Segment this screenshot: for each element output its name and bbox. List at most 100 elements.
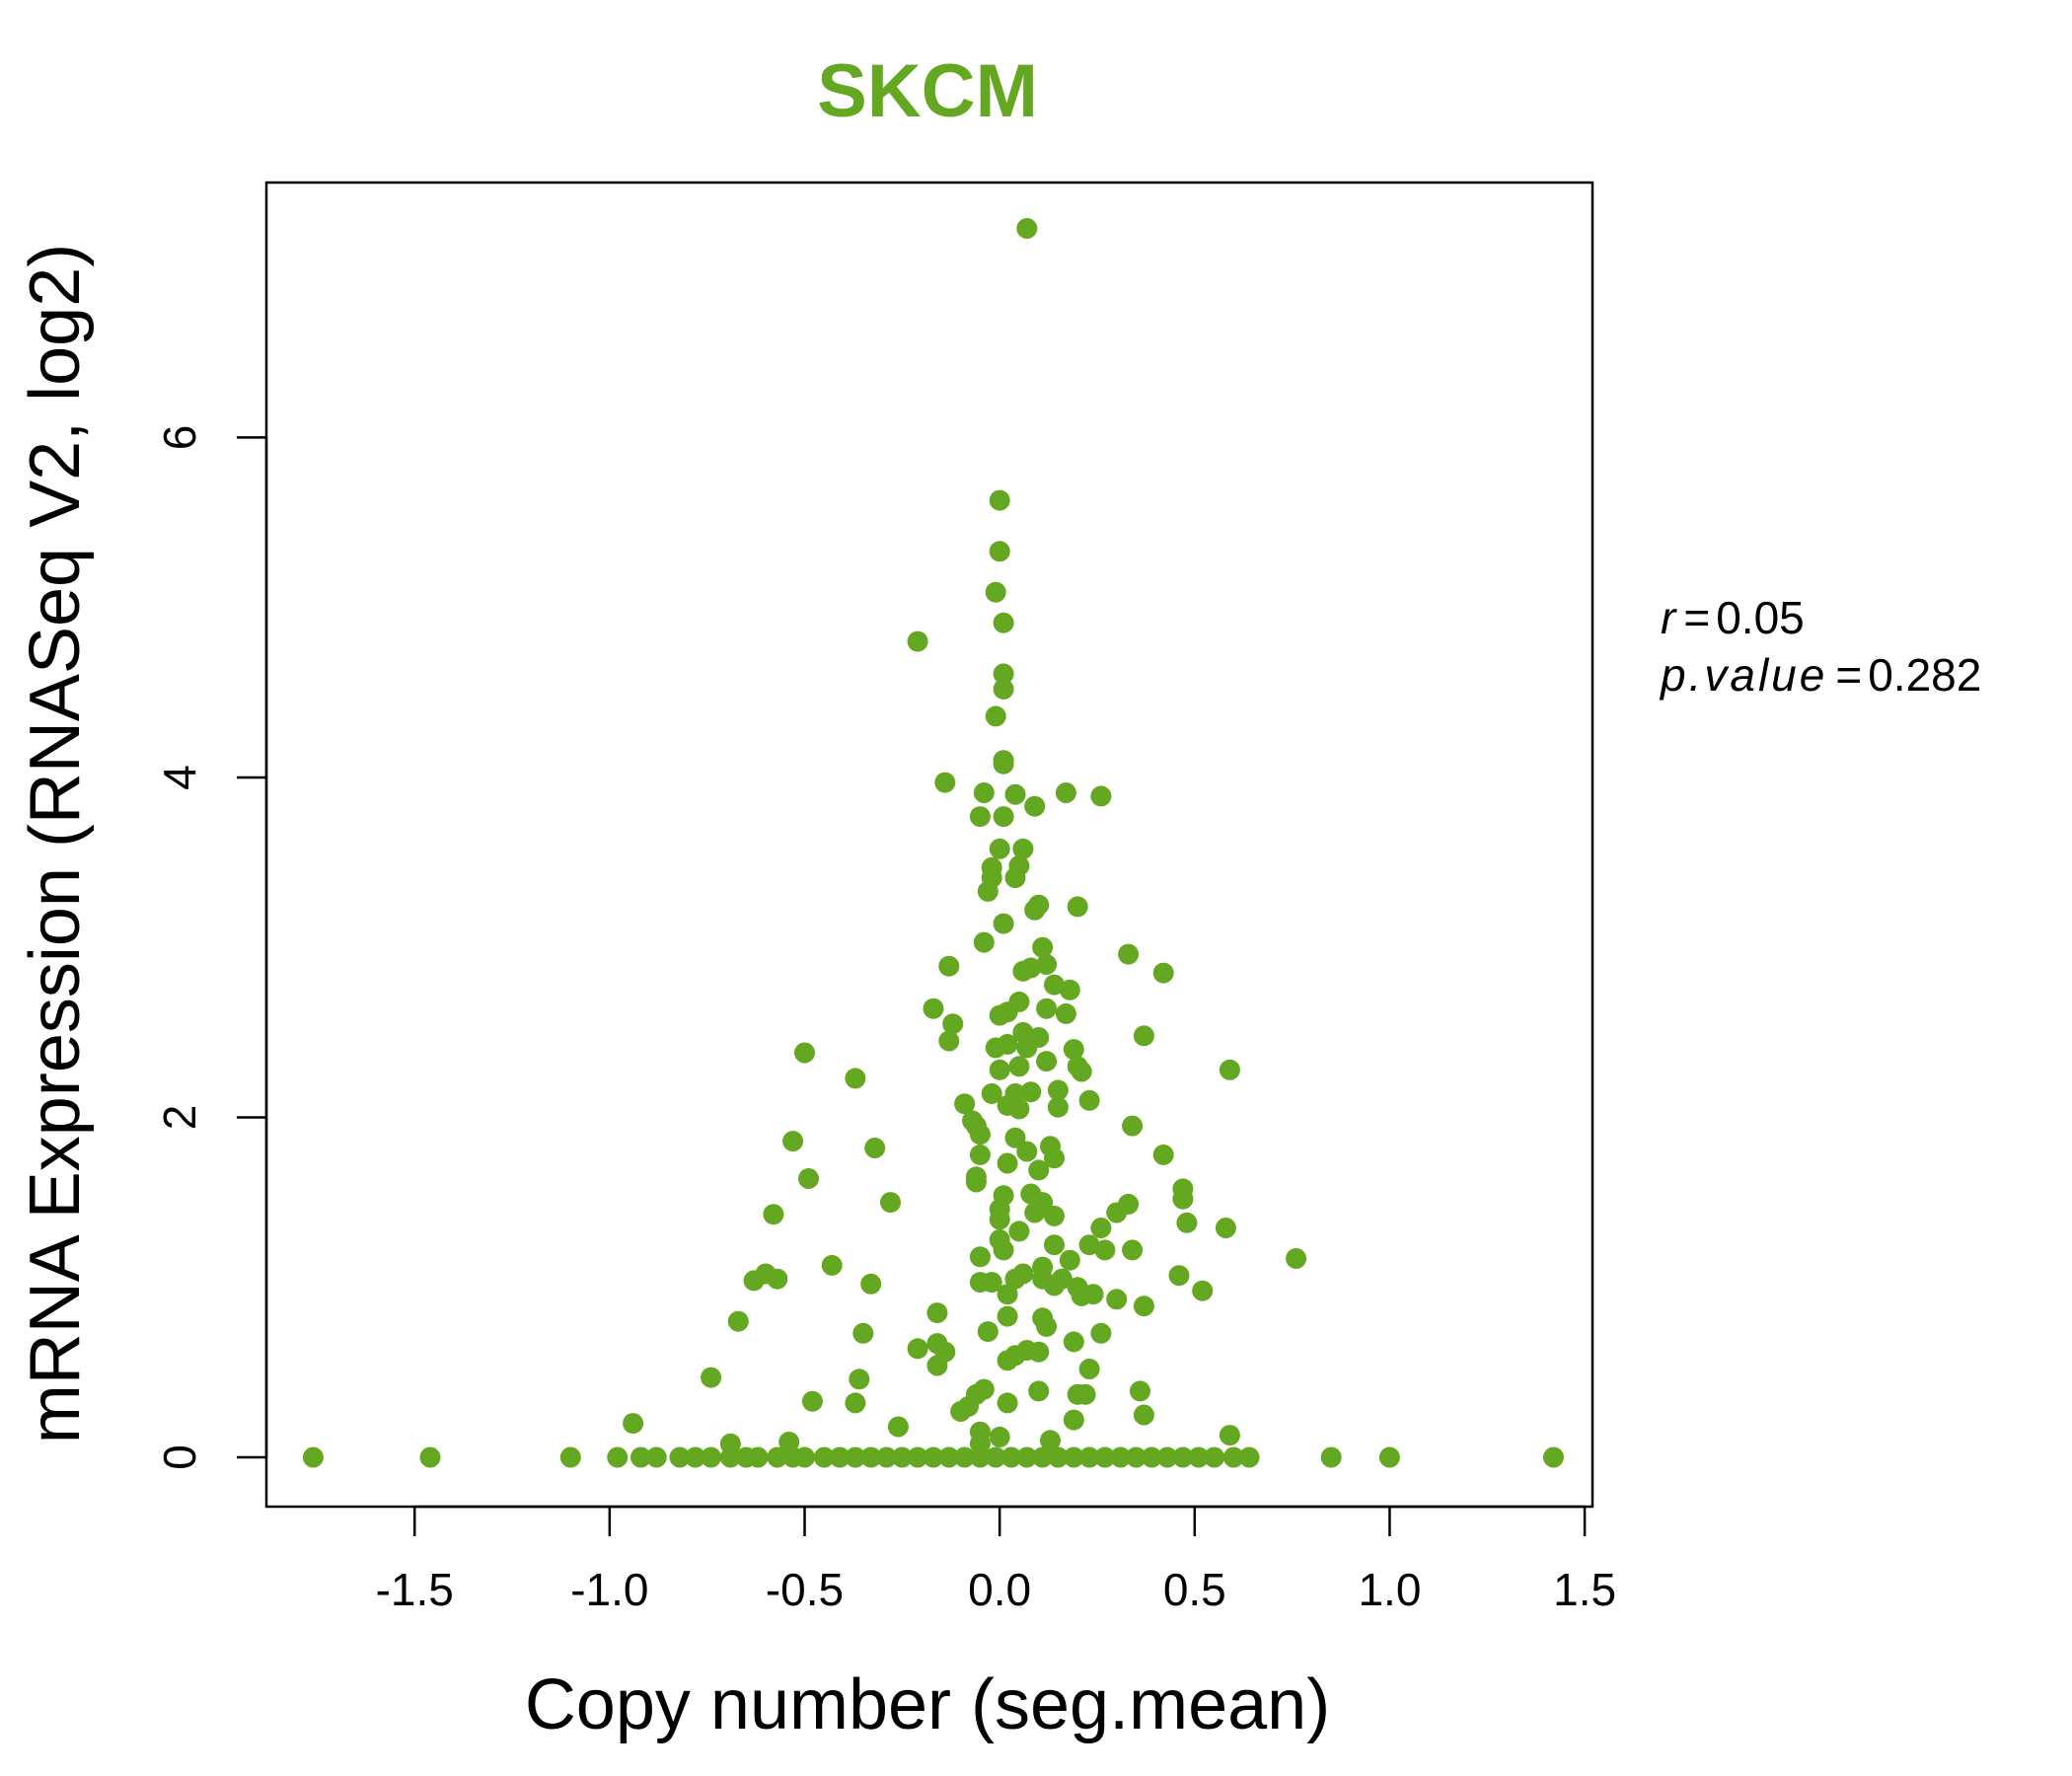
x-tick-label: -0.5 <box>766 1564 844 1615</box>
data-point <box>1122 1239 1144 1261</box>
y-axis-label: mRNA Expression (RNASeq V2, log2) <box>16 244 95 1443</box>
data-point <box>993 913 1014 934</box>
data-point <box>1071 1285 1092 1306</box>
x-tick-label: -1.0 <box>570 1564 648 1615</box>
data-point <box>989 838 1010 859</box>
data-point <box>1063 1409 1084 1431</box>
data-point <box>1067 1383 1088 1405</box>
data-point <box>989 489 1010 511</box>
data-point <box>1222 1446 1244 1468</box>
data-point <box>887 1416 909 1438</box>
data-point <box>1008 991 1030 1012</box>
data-point <box>1040 1430 1061 1451</box>
data-point <box>852 1322 874 1344</box>
data-point <box>1016 1037 1038 1059</box>
y-tick-label: 2 <box>154 1105 205 1131</box>
x-tick-label: 0.5 <box>1163 1564 1226 1615</box>
data-point <box>1012 838 1034 859</box>
data-point <box>1032 1446 1054 1468</box>
data-point <box>981 1272 1002 1294</box>
data-point <box>1126 1446 1147 1468</box>
data-point <box>1071 1061 1092 1082</box>
data-point <box>969 1144 991 1165</box>
data-points <box>302 218 1564 1468</box>
data-point <box>1172 1446 1194 1468</box>
data-point <box>1032 936 1054 958</box>
data-point <box>985 581 1006 603</box>
data-point <box>623 1413 644 1435</box>
data-point <box>1219 1059 1240 1080</box>
data-point <box>989 1209 1010 1230</box>
data-point <box>685 1446 706 1468</box>
data-point <box>969 1124 991 1146</box>
data-point <box>1378 1446 1400 1468</box>
data-point <box>829 1446 851 1468</box>
data-point <box>1044 1234 1065 1256</box>
data-point <box>977 880 999 902</box>
data-point <box>701 1367 722 1388</box>
data-point <box>1036 998 1058 1019</box>
data-point <box>794 1446 815 1468</box>
data-point <box>1028 1341 1050 1363</box>
y-tick-label: 4 <box>154 765 205 790</box>
data-point <box>1130 1380 1150 1402</box>
data-point <box>938 1030 960 1052</box>
data-point <box>864 1138 886 1158</box>
data-point <box>997 1350 1018 1371</box>
data-point <box>969 1446 991 1468</box>
r-equals: = <box>1683 592 1710 643</box>
data-point <box>1133 1025 1154 1047</box>
r-value: 0.05 <box>1716 592 1805 643</box>
data-point <box>669 1446 691 1468</box>
data-point <box>973 782 995 803</box>
data-point <box>794 1042 815 1064</box>
data-point <box>860 1273 882 1295</box>
data-point <box>993 678 1014 700</box>
data-point <box>302 1446 324 1468</box>
data-point <box>1055 1002 1076 1024</box>
data-point <box>989 1426 1010 1447</box>
data-point <box>985 1037 1006 1059</box>
data-point <box>607 1446 629 1468</box>
x-tick-label: 1.5 <box>1553 1564 1616 1615</box>
data-point <box>891 1446 913 1468</box>
data-point <box>1133 1295 1154 1317</box>
data-point <box>1238 1446 1260 1468</box>
data-point <box>993 612 1014 633</box>
data-point <box>973 931 995 953</box>
data-point <box>907 1446 928 1468</box>
data-point <box>727 1310 749 1332</box>
data-point <box>907 630 928 652</box>
data-point <box>1188 1446 1210 1468</box>
data-point <box>989 1004 1010 1026</box>
data-point <box>1063 1446 1084 1468</box>
data-point <box>1063 1331 1084 1353</box>
data-point <box>926 1302 948 1324</box>
data-point <box>938 955 960 977</box>
data-point <box>1106 1202 1128 1223</box>
data-point <box>782 1131 804 1152</box>
data-point <box>997 1284 1018 1305</box>
data-point <box>1008 1056 1030 1077</box>
data-point <box>849 1369 870 1390</box>
data-point <box>701 1446 722 1468</box>
data-point <box>997 1392 1018 1414</box>
data-point <box>1059 1249 1080 1271</box>
data-point <box>997 1152 1018 1174</box>
x-axis-label: Copy number (seg.mean) <box>525 1665 1330 1744</box>
data-point <box>1047 1079 1069 1101</box>
data-point <box>969 806 991 828</box>
data-point <box>1044 1147 1065 1169</box>
data-point <box>965 1171 987 1193</box>
data-point <box>1176 1212 1198 1233</box>
data-point <box>938 1446 960 1468</box>
data-point <box>923 998 944 1019</box>
data-point <box>876 1446 897 1468</box>
data-point <box>1106 1289 1128 1310</box>
data-point <box>1543 1446 1564 1468</box>
data-point <box>993 663 1014 685</box>
data-point <box>845 1446 866 1468</box>
y-axis: 0 2 4 6 <box>154 425 268 1470</box>
data-point <box>1152 962 1174 984</box>
data-point <box>1090 1218 1112 1238</box>
